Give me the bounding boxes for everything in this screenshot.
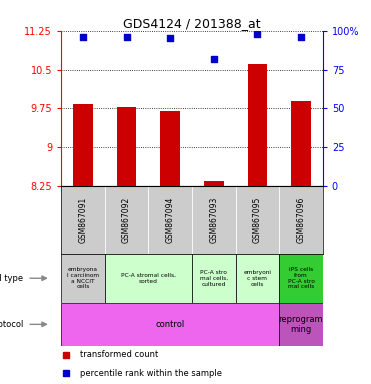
Text: GSM867091: GSM867091 (79, 197, 88, 243)
Point (211, 56, 217, 62)
Point (124, 34, 129, 40)
Text: protocol: protocol (0, 320, 23, 329)
Bar (192, 254, 236, 303)
Text: GSM867095: GSM867095 (253, 197, 262, 243)
Bar (291, 101, 311, 186)
Bar (105, 254, 192, 303)
Point (80, 34, 86, 40)
Bar (204, 181, 224, 186)
Text: transformed count: transformed count (79, 350, 158, 359)
Text: iPS cells
from
PC-A stro
mal cells: iPS cells from PC-A stro mal cells (288, 267, 314, 290)
Bar (236, 254, 279, 303)
Text: GSM867092: GSM867092 (122, 197, 131, 243)
Point (167, 35, 173, 41)
Bar (117, 107, 137, 186)
Bar (61, 303, 279, 346)
Bar (73, 104, 93, 186)
Title: GDS4124 / 201388_at: GDS4124 / 201388_at (123, 17, 261, 30)
Text: embryona
l carciinom
a NCCIT
cells: embryona l carciinom a NCCIT cells (67, 267, 99, 290)
Text: embryoni
c stem
cells: embryoni c stem cells (243, 270, 271, 286)
Bar (160, 111, 180, 186)
Point (255, 31, 260, 37)
Text: PC-A stromal cells,
sorted: PC-A stromal cells, sorted (121, 273, 176, 284)
Text: GSM867096: GSM867096 (296, 197, 305, 243)
Bar (247, 65, 267, 186)
Bar (279, 303, 323, 346)
Bar (279, 254, 323, 303)
Text: GSM867094: GSM867094 (166, 197, 175, 243)
Text: GSM867093: GSM867093 (209, 197, 218, 243)
Bar (61, 254, 105, 303)
Text: PC-A stro
mal cells,
cultured: PC-A stro mal cells, cultured (200, 270, 228, 286)
Text: percentile rank within the sample: percentile rank within the sample (79, 369, 221, 378)
Text: reprogram
ming: reprogram ming (279, 314, 323, 334)
Text: control: control (155, 320, 185, 329)
Text: cell type: cell type (0, 274, 23, 283)
Point (298, 34, 304, 40)
